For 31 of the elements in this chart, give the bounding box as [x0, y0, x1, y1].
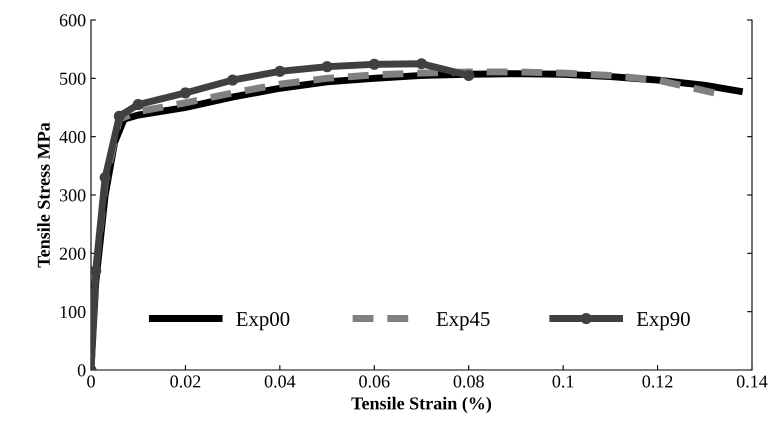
point — [227, 74, 238, 86]
y-tick-label: 0 — [78, 364, 86, 376]
y-tick-label: 600 — [60, 14, 86, 26]
x-tick-label: 0.14 — [736, 375, 768, 388]
y-tick-label: 100 — [60, 306, 86, 318]
legend-label: Exp90 — [636, 312, 690, 330]
point — [463, 70, 474, 81]
y-tick-label: 300 — [60, 189, 86, 202]
y-tick-label: 200 — [60, 248, 86, 260]
point — [180, 87, 191, 98]
x-tick-label: 0.06 — [359, 375, 390, 388]
point — [100, 172, 111, 184]
y-axis-title: Tensile Stress MPa — [37, 122, 50, 268]
x-tick-label: 0.02 — [170, 375, 200, 388]
point — [416, 58, 428, 70]
x-tick-label: 0.12 — [642, 375, 672, 388]
point — [91, 265, 102, 276]
y-tick-label: 500 — [60, 72, 86, 85]
point — [274, 66, 286, 77]
point — [114, 110, 125, 122]
point — [132, 99, 144, 110]
x-tick-label: 0.08 — [454, 375, 484, 388]
legend-label: Exp00 — [236, 312, 290, 330]
x-tick-label: 0.04 — [264, 375, 296, 388]
point — [322, 61, 333, 72]
y-tick-label: 400 — [59, 130, 86, 144]
x-axis-title: Tensile Strain (%) — [351, 396, 492, 414]
x-tick-label: 0 — [87, 375, 95, 388]
legend-label: Exp45 — [436, 312, 490, 330]
x-tick-label: 0.1 — [552, 375, 574, 388]
point — [368, 58, 380, 70]
